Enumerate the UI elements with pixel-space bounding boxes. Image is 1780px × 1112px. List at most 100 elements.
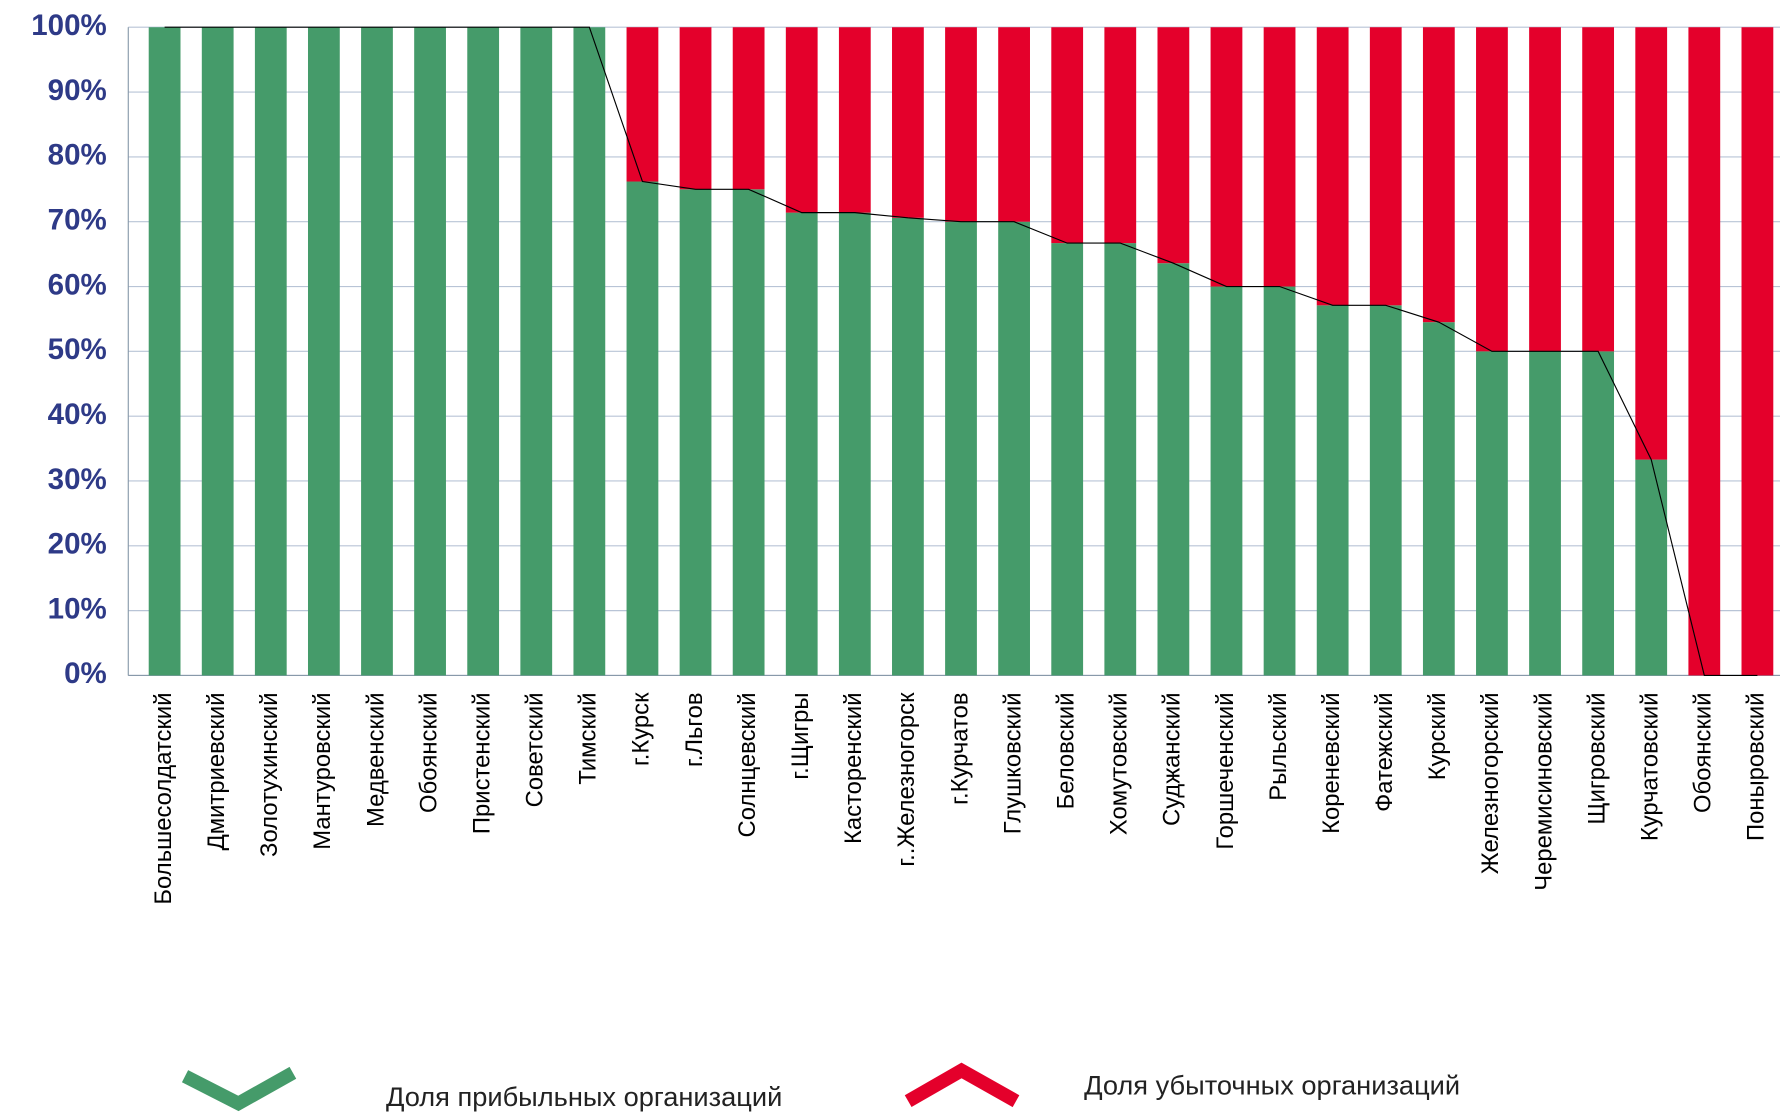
x-tick-label: Глушковский bbox=[999, 692, 1026, 834]
bar-segment bbox=[1263, 27, 1296, 287]
x-tick-label: Касторенский bbox=[840, 692, 867, 844]
x-tick-label: Курчатовский bbox=[1637, 692, 1664, 841]
bar-segment bbox=[998, 27, 1030, 222]
bar-segment bbox=[626, 27, 659, 182]
bar-segment bbox=[1051, 243, 1084, 676]
y-tick-label: 70% bbox=[48, 204, 107, 237]
bar-segment bbox=[679, 27, 712, 190]
bar-segment bbox=[998, 221, 1030, 676]
x-tick-label: г.Курчатов bbox=[946, 692, 973, 804]
bar-segment bbox=[945, 27, 977, 222]
y-tick-label: 40% bbox=[48, 398, 107, 431]
bar-segment bbox=[254, 27, 287, 676]
bar-segment bbox=[1104, 27, 1137, 244]
bar-segment bbox=[307, 27, 340, 676]
x-tick-label: Обоянский bbox=[415, 692, 442, 812]
plot-root: 0% 10% 20% 30% 40% 50% 60% 70% 80% 90% 100% Большес… bbox=[31, 9, 1780, 1112]
x-tick-label: Обоянский bbox=[1690, 692, 1717, 812]
bar-segment bbox=[467, 27, 500, 676]
bar-segment bbox=[414, 27, 446, 676]
bar-segment bbox=[1210, 286, 1243, 676]
y-tick-label: 30% bbox=[48, 463, 107, 496]
bar-segment bbox=[785, 27, 818, 213]
bar-segment bbox=[1104, 243, 1137, 676]
bar-segment bbox=[838, 212, 871, 676]
x-tick-label: г..Железногорск bbox=[893, 692, 920, 867]
bar-segment bbox=[1422, 27, 1455, 323]
bar-segment bbox=[361, 27, 393, 676]
x-tick-label: Щигровский bbox=[1583, 692, 1610, 824]
x-tick-label: г.Курск bbox=[628, 692, 655, 766]
bar-segment bbox=[1582, 351, 1615, 676]
bar-segment bbox=[1369, 305, 1402, 676]
x-tick-label: Фатежский bbox=[1371, 692, 1398, 811]
y-tick-label: 100% bbox=[31, 9, 106, 42]
y-tick-label: 50% bbox=[48, 333, 107, 366]
x-tick-label: Рыльский bbox=[1265, 692, 1292, 800]
bar-segment bbox=[573, 27, 606, 676]
x-tick-label: Горшеченский bbox=[1212, 692, 1239, 849]
x-tick-label: Солнцевский bbox=[734, 692, 761, 837]
bar-segment bbox=[1157, 263, 1190, 676]
y-tick-label: 60% bbox=[48, 268, 107, 301]
bar-segment bbox=[1635, 27, 1668, 460]
bar-segment bbox=[1741, 27, 1774, 676]
bar-segment bbox=[1582, 27, 1615, 352]
x-tick-label: Дмитриевский bbox=[203, 692, 230, 850]
x-tick-label: Курский bbox=[1424, 692, 1451, 780]
x-tick-label: г.Щигры bbox=[787, 692, 814, 779]
bar-segment bbox=[201, 27, 234, 676]
bar-segment bbox=[838, 27, 871, 213]
bar-segment bbox=[148, 27, 181, 676]
x-tick-label: Советский bbox=[522, 692, 549, 807]
x-tick-label: Черемисиновский bbox=[1530, 692, 1557, 890]
bar-segment bbox=[1210, 27, 1243, 287]
x-tick-label: Хомутовский bbox=[1106, 692, 1133, 835]
x-tick-label: Золотухинский bbox=[256, 692, 283, 856]
bar-segment bbox=[892, 27, 924, 218]
bar-segment bbox=[520, 27, 553, 676]
bar-segment bbox=[945, 221, 977, 676]
bar-segment bbox=[1635, 459, 1668, 676]
bar-segment bbox=[1157, 27, 1190, 264]
x-tick-label: Мантуровский bbox=[309, 692, 336, 849]
bar-segment bbox=[1316, 305, 1349, 676]
legend-label: Доля прибыльных организаций bbox=[386, 1081, 782, 1112]
bar-segment bbox=[1529, 27, 1561, 352]
bar-segment bbox=[1688, 27, 1721, 676]
x-tick-label: г.Льгов bbox=[681, 692, 708, 767]
legend-icon bbox=[904, 1062, 1020, 1108]
y-tick-label: 10% bbox=[48, 592, 107, 625]
bar-segment bbox=[785, 212, 818, 676]
y-tick-label: 0% bbox=[64, 657, 107, 690]
bar-segment bbox=[732, 27, 765, 190]
x-tick-label: Большесолдатский bbox=[150, 692, 177, 904]
bar-segment bbox=[1476, 351, 1508, 676]
bar-segment bbox=[892, 217, 924, 676]
x-tick-label: Беловский bbox=[1052, 692, 1079, 809]
bar-segment bbox=[1422, 322, 1455, 676]
x-tick-label: Кореневский bbox=[1318, 692, 1345, 833]
bar-segment bbox=[1263, 286, 1296, 676]
legend-icon bbox=[181, 1066, 297, 1112]
x-tick-label: Пристенский bbox=[468, 692, 495, 834]
y-tick-label: 90% bbox=[48, 74, 107, 107]
y-tick-label: 20% bbox=[48, 528, 107, 561]
bar-segment bbox=[1369, 27, 1402, 306]
legend-label: Доля убыточных организаций bbox=[1084, 1070, 1460, 1101]
x-tick-label: Суджанский bbox=[1159, 692, 1186, 826]
bar-segment bbox=[679, 189, 712, 676]
bar-segment bbox=[1316, 27, 1349, 306]
bar-segment bbox=[732, 189, 765, 676]
profit-line bbox=[164, 26, 1758, 677]
y-tick-label: 80% bbox=[48, 139, 107, 172]
bar-segment bbox=[1529, 351, 1561, 676]
x-tick-label: Поныровский bbox=[1743, 692, 1770, 841]
x-tick-label: Тимский bbox=[575, 692, 602, 784]
bar-segment bbox=[1476, 27, 1508, 352]
bar-segment bbox=[1051, 27, 1084, 244]
x-tick-label: Железногорский bbox=[1477, 692, 1504, 874]
x-tick-label: Медвенский bbox=[362, 692, 389, 827]
bar-segment bbox=[626, 181, 659, 676]
